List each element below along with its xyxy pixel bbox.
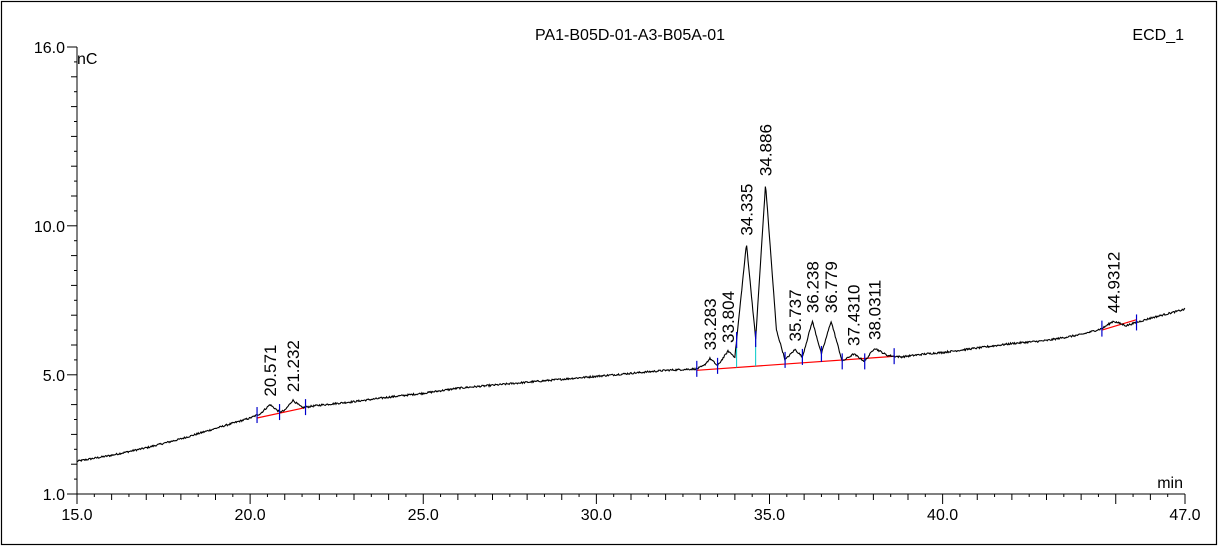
- y-tick-label: 5.0: [43, 368, 65, 385]
- x-axis-unit-label: min: [1157, 475, 1183, 492]
- x-tick-label: 15.0: [61, 507, 92, 524]
- y-tick-label: 1.0: [43, 487, 65, 504]
- x-tick-label: 47.0: [1169, 507, 1200, 524]
- peak-label: 20.571: [261, 345, 280, 397]
- y-tick-label: 10.0: [34, 219, 65, 236]
- peak-label: 35.737: [786, 289, 805, 341]
- y-axis-unit-label: nC: [77, 51, 97, 68]
- chromatogram-trace: [76, 186, 1186, 463]
- axes: 15.0 20.0 25.0 30.0 35.0 40.0 47.0 1.0 5.0 10.0 16…: [34, 40, 1201, 524]
- x-tick-label: 35.0: [754, 507, 785, 524]
- peak-label: 37.4310: [845, 284, 864, 345]
- integration-baseline: [1101, 319, 1137, 331]
- peak-label: 21.232: [284, 340, 303, 392]
- integration-baseline: [256, 406, 306, 419]
- x-tick-label: 25.0: [408, 507, 439, 524]
- peak-label: 36.238: [803, 261, 822, 313]
- x-tick-label: 40.0: [927, 507, 958, 524]
- detector-label: ECD_1: [1132, 27, 1184, 44]
- peak-label: 38.0311: [865, 280, 884, 340]
- x-tick-label: 20.0: [235, 507, 266, 524]
- peak-label: 44.9312: [1104, 252, 1123, 313]
- peak-label: 33.804: [719, 291, 738, 343]
- peak-label: 36.779: [822, 261, 841, 313]
- x-tick-label: 30.0: [581, 507, 612, 524]
- peak-label: 34.886: [757, 124, 776, 176]
- peak-label: 34.335: [737, 184, 756, 236]
- y-tick-label: 16.0: [34, 40, 65, 57]
- peak-boundary-markers: [256, 314, 1138, 424]
- chart-title: PA1-B05D-01-A3-B05A-01: [535, 27, 725, 44]
- peak-label: 33.283: [701, 298, 720, 350]
